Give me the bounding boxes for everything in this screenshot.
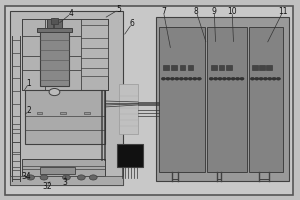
Text: 10: 10 (227, 7, 237, 16)
Bar (172, 65, 177, 70)
Bar (207, 27, 247, 171)
Bar (37, 112, 43, 114)
Circle shape (166, 77, 170, 80)
Bar (51, 18, 58, 24)
Circle shape (276, 77, 280, 80)
Bar (47, 19, 62, 28)
Circle shape (89, 175, 97, 180)
Bar (117, 144, 142, 167)
Bar (266, 65, 272, 70)
Bar (10, 176, 123, 185)
Bar (22, 159, 105, 176)
Bar (37, 28, 72, 32)
Bar (40, 167, 75, 174)
Circle shape (255, 77, 259, 80)
Text: 8: 8 (194, 7, 199, 16)
Bar (219, 65, 224, 70)
Bar (188, 65, 193, 70)
Circle shape (268, 77, 272, 80)
Text: 4: 4 (68, 9, 73, 18)
Circle shape (197, 77, 201, 80)
Text: 3: 3 (62, 178, 67, 187)
Text: 7: 7 (161, 7, 166, 16)
Bar (10, 11, 123, 185)
Bar (259, 65, 265, 70)
Circle shape (170, 77, 175, 80)
Circle shape (250, 77, 254, 80)
Bar (159, 27, 205, 171)
Text: 1: 1 (27, 79, 32, 88)
Bar (252, 65, 258, 70)
Circle shape (188, 77, 192, 80)
Circle shape (263, 77, 268, 80)
Circle shape (218, 77, 222, 80)
Circle shape (209, 77, 213, 80)
Text: 9: 9 (212, 7, 217, 16)
Circle shape (259, 77, 263, 80)
Bar (118, 84, 138, 134)
Bar (60, 112, 66, 114)
Text: 32: 32 (42, 182, 52, 191)
Bar (22, 19, 108, 90)
Circle shape (184, 77, 188, 80)
Circle shape (193, 77, 197, 80)
Circle shape (231, 77, 235, 80)
Bar (25, 90, 105, 144)
Circle shape (49, 88, 60, 96)
Circle shape (179, 77, 183, 80)
Circle shape (272, 77, 276, 80)
Circle shape (227, 77, 231, 80)
Bar (211, 65, 217, 70)
Circle shape (40, 175, 48, 180)
Text: 11: 11 (278, 7, 288, 16)
Bar (226, 65, 232, 70)
Circle shape (214, 77, 218, 80)
Circle shape (236, 77, 240, 80)
Circle shape (222, 77, 227, 80)
Circle shape (62, 175, 70, 180)
Circle shape (161, 77, 166, 80)
Bar (248, 27, 283, 171)
Text: 2: 2 (27, 106, 32, 115)
Bar (180, 65, 185, 70)
Text: 5: 5 (116, 5, 121, 14)
Bar (81, 25, 108, 76)
Bar (164, 65, 169, 70)
Bar (156, 17, 289, 181)
Text: 34: 34 (21, 172, 31, 181)
Bar (40, 30, 69, 86)
Circle shape (27, 175, 34, 180)
Circle shape (175, 77, 179, 80)
Bar (84, 112, 90, 114)
Circle shape (240, 77, 244, 80)
Circle shape (77, 175, 85, 180)
Text: 6: 6 (130, 19, 134, 28)
